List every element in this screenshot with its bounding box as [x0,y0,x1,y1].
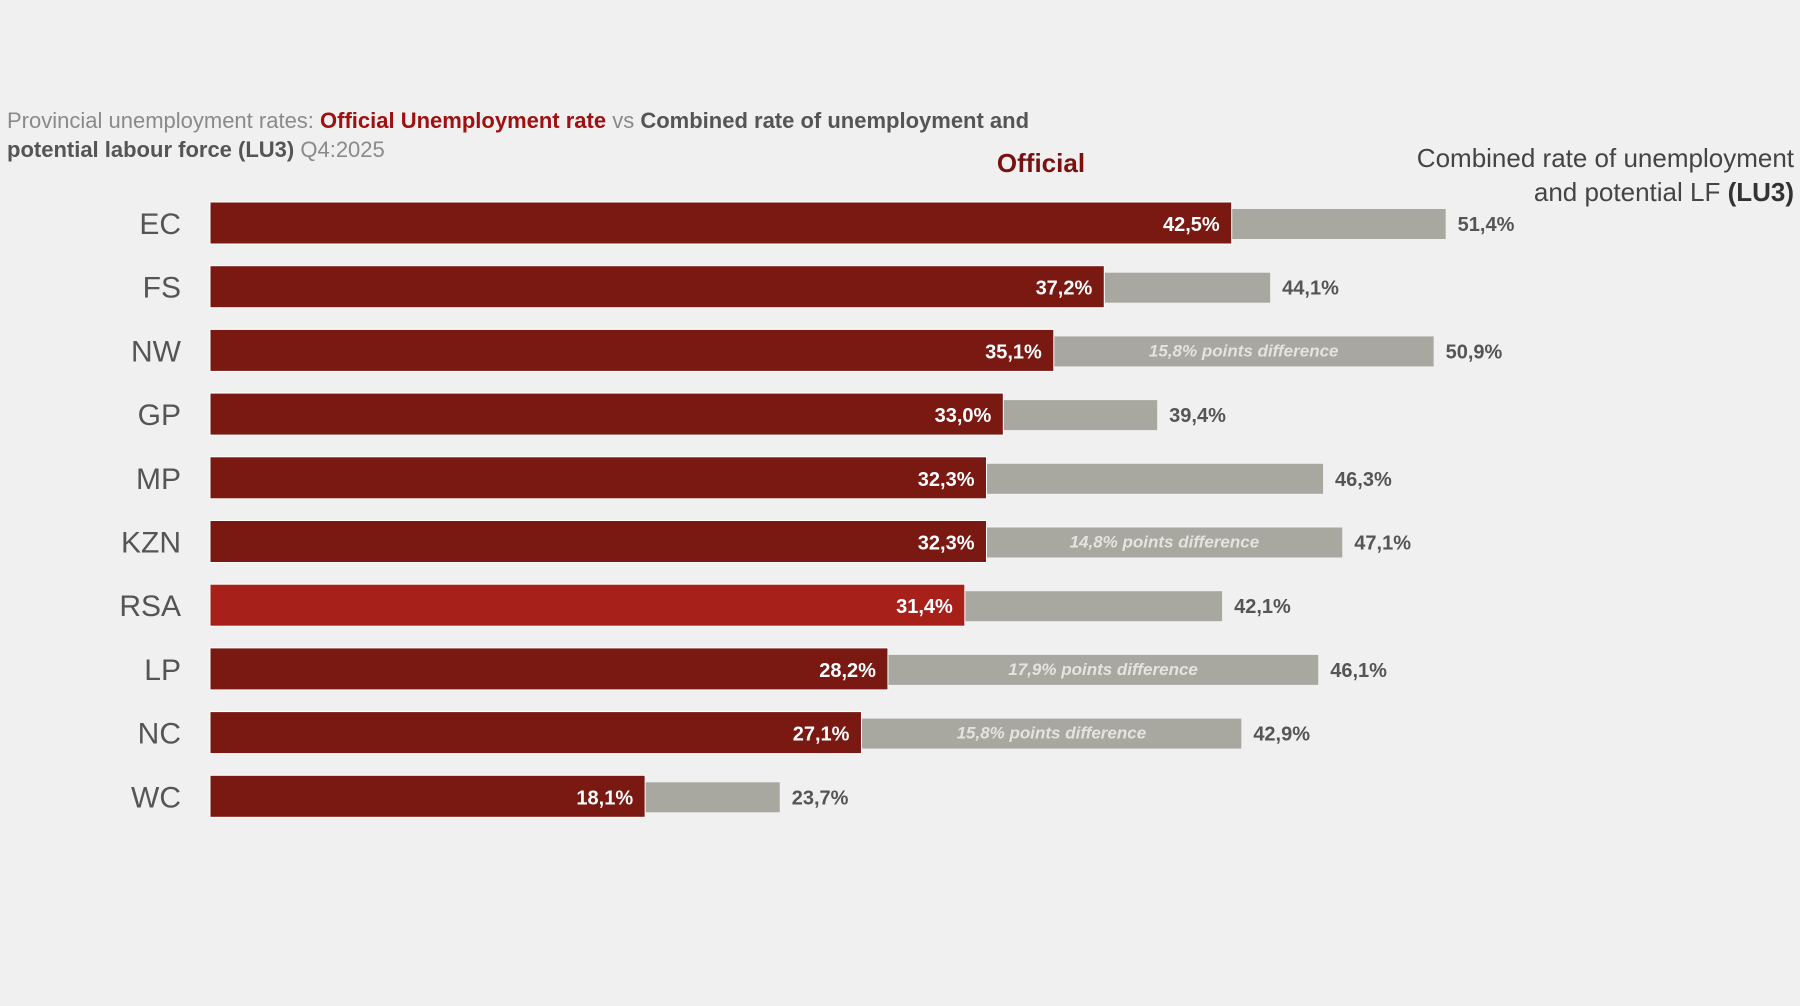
legend-lu3-line1: Combined rate of unemployment [1416,143,1794,173]
legend-official: Official [996,148,1086,178]
category-label: MP [136,463,181,496]
category-label: NW [131,335,182,368]
legend-lu3: Combined rate of unemployment and potenti… [1417,141,1794,209]
category-label: FS [143,272,181,305]
category-label: GP [138,399,181,432]
lu3-value-label: 42,9% [1253,724,1310,746]
lu3-value-label: 51,4% [1458,214,1515,236]
official-value-label: 18,1% [576,787,633,809]
official-value-label: 27,1% [793,724,850,746]
title-official: Official Unemployment rate [320,108,607,133]
chart-title: Provincial unemployment rates: Official … [7,106,1107,164]
category-label: LP [144,654,181,687]
lu3-bar [1003,400,1158,431]
category-label: KZN [121,527,181,560]
title-prefix: Provincial unemployment rates: [7,108,321,133]
title-lu3: Combined rate of unemployment and potent… [7,108,1030,162]
legend-lu3-line2: and potential LF [1533,177,1728,207]
official-value-label: 31,4% [896,596,953,618]
category-label: WC [131,781,181,814]
lu3-bar [1104,272,1271,303]
lu3-value-label: 50,9% [1446,341,1503,363]
category-label: NC [138,718,181,751]
lu3-bar [887,654,1319,685]
official-value-label: 35,1% [985,341,1042,363]
official-bar [209,774,646,818]
difference-annotation: 15,8% points difference [957,724,1147,743]
lu3-bar [964,591,1223,622]
official-value-label: 33,0% [935,405,992,427]
official-value-label: 32,3% [918,533,975,555]
lu3-bar [986,527,1343,558]
official-bar [209,392,1004,436]
lu3-value-label: 46,3% [1335,469,1392,491]
official-bar [209,265,1105,309]
difference-annotation: 17,9% points difference [1008,660,1198,679]
lu3-value-label: 39,4% [1169,405,1226,427]
official-bar [209,711,862,755]
lu3-bar [986,463,1324,494]
lu3-value-label: 46,1% [1330,660,1387,682]
official-bar [209,328,1055,372]
official-value-label: 28,2% [819,660,876,682]
official-bar [209,520,987,563]
official-bar [209,201,1233,245]
difference-annotation: 14,8% points difference [1070,533,1260,552]
lu3-value-label: 47,1% [1354,533,1411,555]
official-value-label: 32,3% [918,469,975,491]
lu3-value-label: 42,1% [1234,596,1291,618]
official-value-label: 37,2% [1036,278,1093,300]
difference-annotation: 15,8% points difference [1149,341,1339,360]
official-bar [209,456,987,500]
category-label: RSA [119,590,181,623]
lu3-bar [645,782,780,813]
official-bar [209,647,889,691]
official-bar [209,583,966,627]
official-value-label: 42,5% [1163,214,1220,236]
title-vs: vs [606,108,641,133]
lu3-bar [1053,336,1434,367]
category-label: EC [139,208,181,241]
lu3-bar [861,718,1242,749]
lu3-value-label: 23,7% [792,787,849,809]
lu3-bar [1231,209,1446,239]
lu3-value-label: 44,1% [1282,278,1339,300]
title-period: Q4:2025 [294,137,385,162]
legend-lu3-bold: (LU3) [1727,177,1794,207]
